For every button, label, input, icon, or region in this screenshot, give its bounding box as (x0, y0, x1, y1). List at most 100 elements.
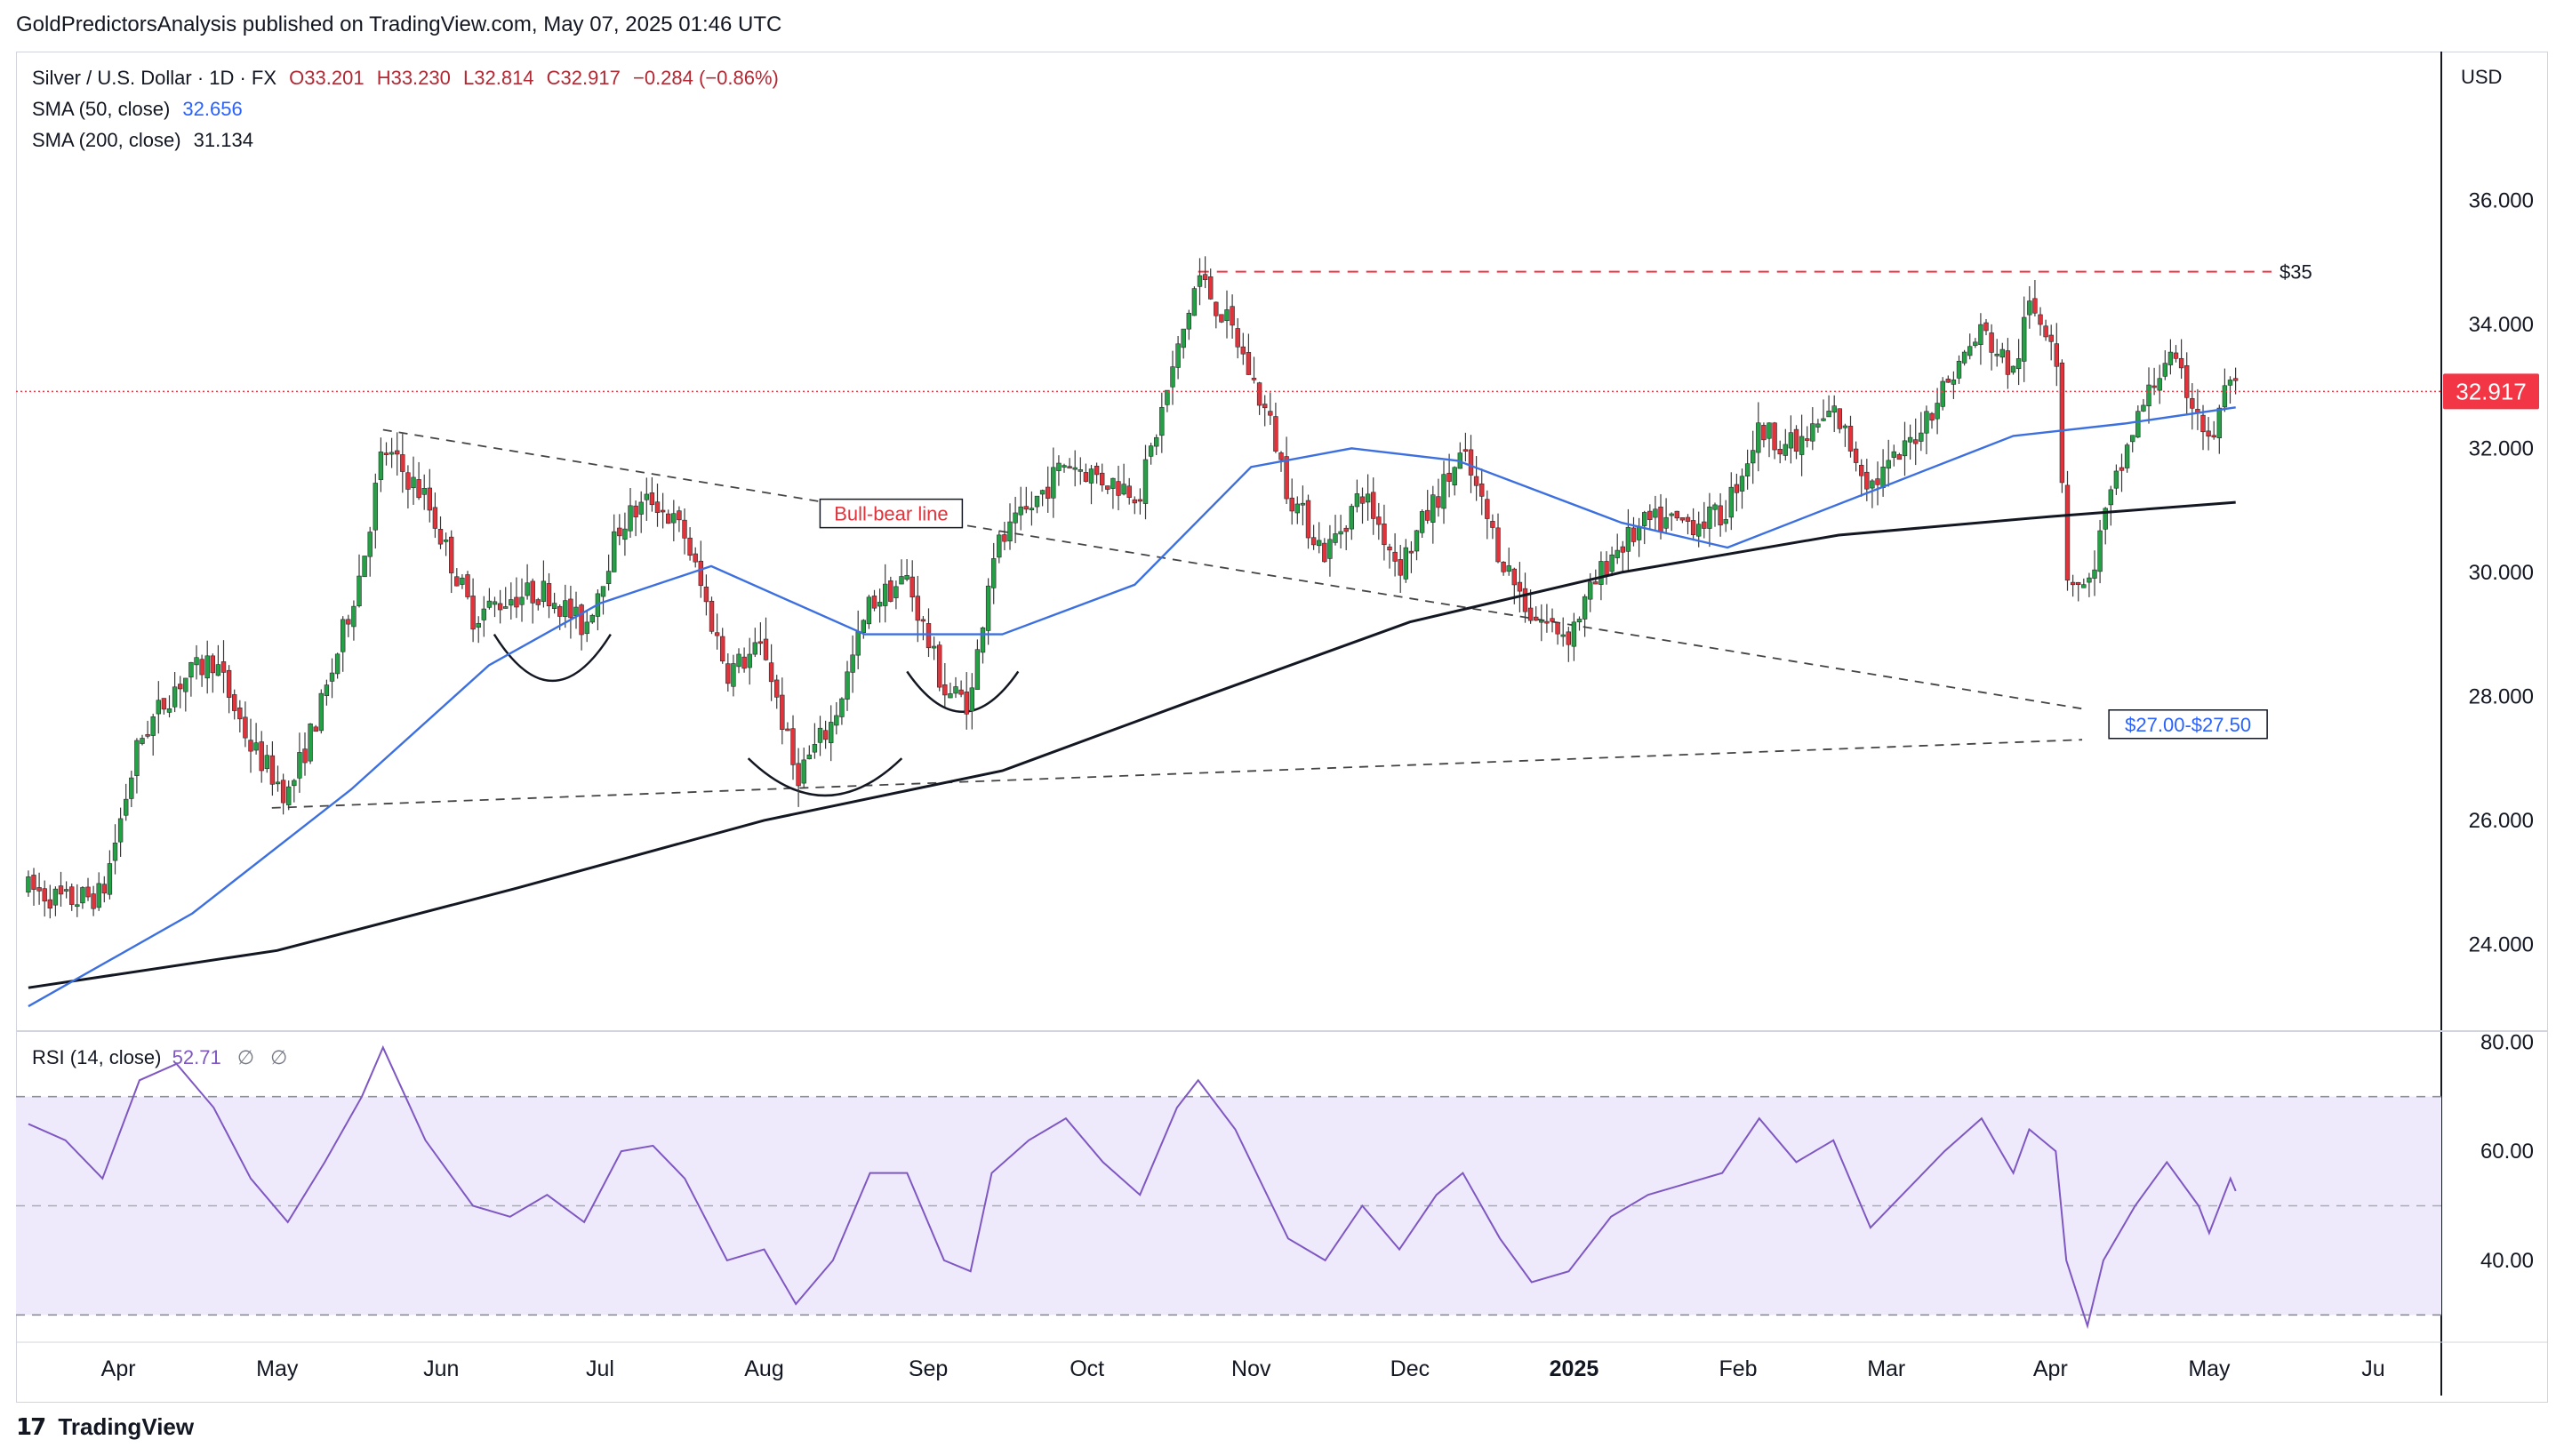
candle-body (731, 663, 736, 687)
candle-body (1864, 471, 1870, 490)
candle-body (1702, 521, 1707, 529)
candle-body (638, 501, 644, 515)
candle-body (2097, 530, 2103, 572)
candle-body (1636, 525, 1642, 540)
candle-body (1284, 456, 1289, 500)
candle-body (937, 644, 942, 688)
candle-body (958, 689, 964, 695)
candle-body (1615, 549, 1620, 558)
candle-body (275, 781, 281, 785)
candle-body (1392, 551, 1398, 562)
candle-body (1544, 620, 1550, 624)
candle-body (1359, 496, 1366, 504)
candle-body (378, 452, 384, 480)
candle-body (1289, 497, 1294, 512)
inverse-hs-right-shoulder-arc[interactable] (906, 670, 1020, 714)
candle-body (1799, 436, 1805, 455)
candle-body (2015, 358, 2022, 370)
legend-sma200-row[interactable]: SMA (200, close) 31.134 (32, 124, 786, 156)
candle-body (1039, 490, 1046, 495)
candle-body (1679, 517, 1686, 521)
ohlc-high: H33.230 (376, 67, 451, 89)
candle-body (432, 507, 438, 529)
inverse-hs-head-arc[interactable] (747, 757, 903, 797)
rsi-tick-label: 60.00 (2480, 1140, 2534, 1164)
candle-body (297, 752, 302, 779)
candle-body (1756, 422, 1761, 453)
candle-body (1902, 440, 1908, 457)
rsi-label: RSI (14, close) (32, 1046, 162, 1068)
candle-body (1408, 550, 1414, 554)
candle-body (969, 687, 975, 712)
symbol-label: Silver / U.S. Dollar · 1D · FX (32, 67, 277, 89)
candle-body (1767, 422, 1772, 439)
candle-body (1002, 534, 1007, 542)
candle-body (714, 632, 720, 636)
candle-body (752, 642, 758, 655)
bull-bear-label-box[interactable] (819, 498, 964, 529)
candle-body (334, 653, 341, 675)
candle-body (883, 583, 888, 606)
candle-body (1653, 508, 1658, 518)
candle-body (622, 528, 628, 540)
candle-body (1485, 499, 1490, 519)
time-tick-label: Feb (1719, 1356, 1757, 1381)
candle-body (373, 483, 379, 531)
candle-body (1142, 459, 1149, 504)
candle-body (454, 576, 460, 587)
candle-body (1338, 531, 1343, 535)
candle-body (1473, 476, 1479, 486)
candle-body (1214, 301, 1219, 316)
support-label-box[interactable] (2108, 709, 2268, 740)
candle-body (1154, 436, 1159, 447)
candle-body (834, 715, 839, 726)
inverse-hs-left-shoulder-arc[interactable] (493, 633, 612, 682)
candle-body (1777, 448, 1783, 455)
legend-ohlc-row[interactable]: Silver / U.S. Dollar · 1D · FX O33.201 H… (32, 62, 786, 93)
tradingview-logo[interactable]: 𝟭𝟳 TradingView (16, 1413, 194, 1441)
candle-body (1159, 406, 1165, 436)
candle-body (497, 603, 503, 611)
rsi-value: 52.71 (172, 1046, 221, 1068)
candle-body (2027, 300, 2032, 316)
candle-body (400, 454, 405, 472)
price-tick-label: 26.000 (2469, 809, 2534, 833)
price-axis: 24.000 26.000 28.000 30.000 32.000 34.000 36.0… (2469, 188, 2534, 956)
candle-body (1598, 561, 1604, 585)
candle-body (1522, 588, 1528, 612)
candle-body (1609, 554, 1615, 572)
candle-body (52, 888, 59, 906)
candle-body (654, 501, 661, 513)
price-tick-label: 34.000 (2469, 313, 2534, 337)
candle-body (188, 661, 194, 678)
candle-body (1181, 328, 1186, 348)
candle-body (563, 600, 568, 618)
candle-body (346, 619, 351, 625)
bull-bear-line[interactable] (382, 428, 2083, 710)
candle-body (899, 576, 904, 585)
candle-body (1430, 494, 1436, 523)
candle-body (1121, 484, 1126, 495)
candle-body (1831, 405, 1837, 413)
candle-body (2151, 385, 2157, 388)
legend-sma50-row[interactable]: SMA (50, close) 32.656 (32, 93, 786, 124)
candle-body (1647, 510, 1653, 520)
rsi-legend[interactable]: RSI (14, close) 52.71 ∅ ∅ (32, 1046, 287, 1069)
candle-body (2022, 316, 2027, 362)
candle-body (172, 686, 178, 708)
currency-label[interactable]: USD (2461, 66, 2503, 88)
time-tick-label: Sep (909, 1356, 948, 1381)
candle-body (1805, 438, 1810, 441)
candle-body (1534, 616, 1539, 621)
support-line[interactable] (271, 739, 2083, 809)
candle-body (210, 655, 216, 674)
price-tick-label: 28.000 (2469, 684, 2534, 708)
candle-body (1246, 352, 1252, 375)
candle-body (1728, 486, 1735, 518)
candle-body (2216, 407, 2223, 438)
candle-body (1945, 379, 1951, 383)
candle-body (1761, 425, 1767, 441)
candle-body (628, 505, 633, 532)
candle-body (1604, 561, 1609, 576)
